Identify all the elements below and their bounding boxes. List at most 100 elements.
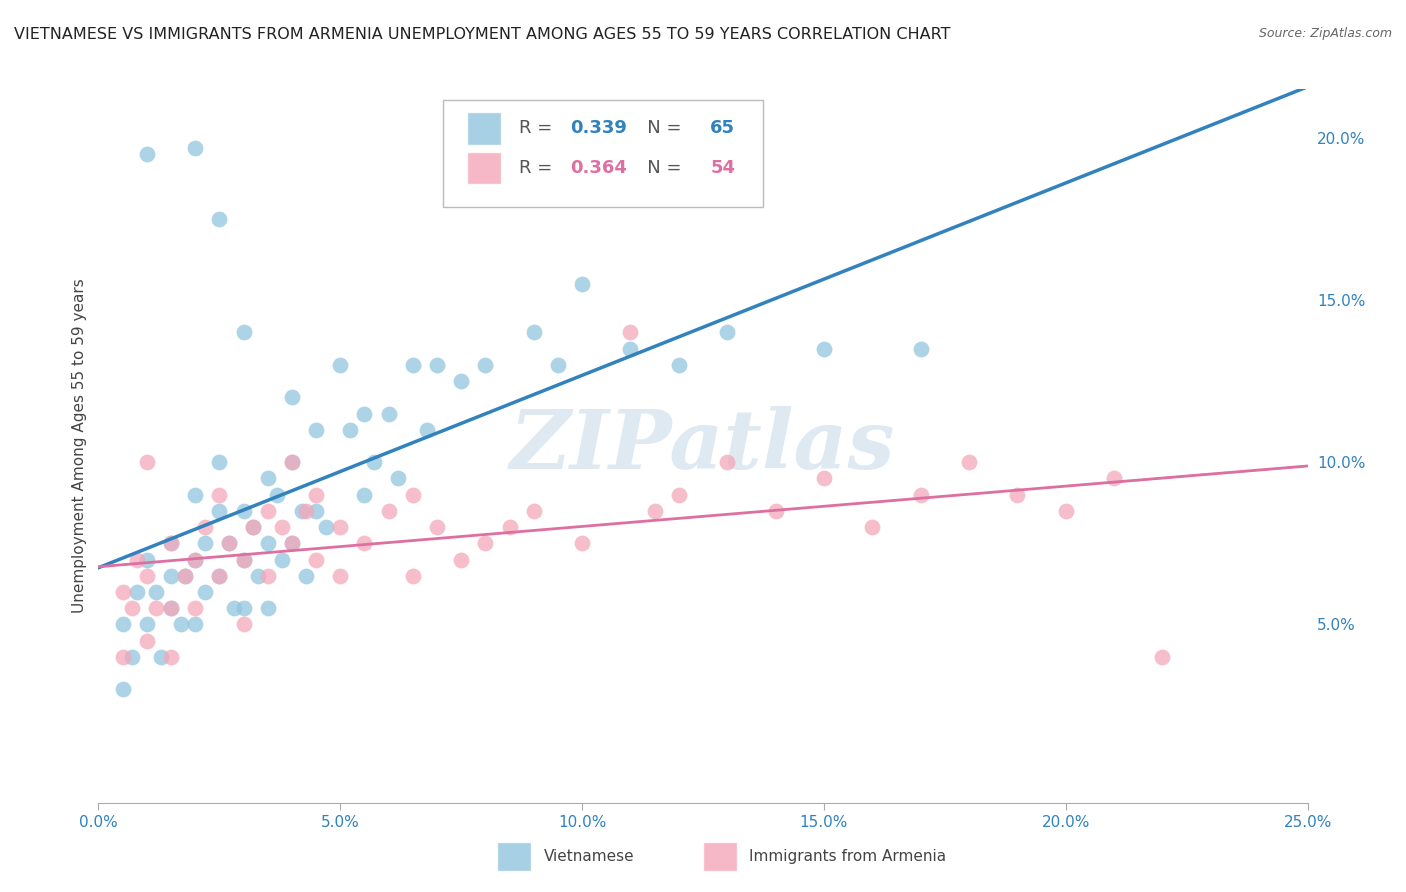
Point (208, 504, 231, 518)
Point (281, 455, 304, 469)
Point (232, 617, 254, 632)
Point (174, 568, 197, 582)
Point (169, 617, 191, 632)
Point (910, 342, 932, 356)
Point (619, 326, 641, 340)
Point (218, 536, 240, 550)
Point (150, 649, 173, 664)
Point (135, 617, 157, 632)
Bar (467, 152, 501, 184)
Text: 54: 54 (710, 159, 735, 177)
Point (127, 552, 149, 566)
Point (305, 504, 328, 518)
Point (281, 536, 304, 550)
Point (377, 407, 399, 421)
Point (290, 504, 312, 518)
Point (256, 601, 278, 615)
Point (402, 358, 425, 372)
Point (523, 326, 546, 340)
Point (329, 358, 352, 372)
Point (194, 536, 217, 550)
Point (498, 520, 520, 534)
Point (387, 471, 409, 485)
Point (474, 358, 496, 372)
Point (111, 649, 134, 664)
Point (256, 504, 278, 518)
Point (208, 455, 231, 469)
Point (450, 374, 472, 388)
Point (910, 488, 932, 502)
Point (160, 601, 183, 615)
Point (668, 488, 690, 502)
Point (242, 520, 264, 534)
Bar (498, 842, 531, 871)
Point (160, 536, 183, 550)
Point (281, 455, 304, 469)
Point (474, 536, 496, 550)
Text: N =: N = (630, 159, 688, 177)
Point (184, 140, 207, 154)
Point (271, 552, 294, 566)
Point (295, 568, 318, 582)
Text: 0.364: 0.364 (569, 159, 627, 177)
Point (184, 601, 207, 615)
Point (523, 504, 546, 518)
Point (208, 568, 231, 582)
Point (281, 536, 304, 550)
Point (232, 326, 254, 340)
Point (208, 488, 231, 502)
Point (813, 471, 835, 485)
Point (247, 568, 270, 582)
Point (353, 407, 375, 421)
Point (266, 488, 288, 502)
Bar (703, 842, 737, 871)
Point (1054, 504, 1077, 518)
Point (547, 358, 569, 372)
Point (121, 601, 143, 615)
Point (716, 455, 738, 469)
Point (232, 504, 254, 518)
Point (315, 520, 337, 534)
Point (668, 358, 690, 372)
Point (184, 617, 207, 632)
Point (135, 455, 157, 469)
Point (256, 536, 278, 550)
Point (208, 211, 231, 226)
Text: R =: R = (519, 159, 558, 177)
Text: Immigrants from Armenia: Immigrants from Armenia (749, 849, 946, 863)
Text: VIETNAMESE VS IMMIGRANTS FROM ARMENIA UNEMPLOYMENT AMONG AGES 55 TO 59 YEARS COR: VIETNAMESE VS IMMIGRANTS FROM ARMENIA UN… (14, 27, 950, 42)
Point (377, 504, 399, 518)
Point (218, 536, 240, 550)
Point (416, 423, 439, 437)
Y-axis label: Unemployment Among Ages 55 to 59 years: Unemployment Among Ages 55 to 59 years (72, 278, 87, 614)
Point (256, 568, 278, 582)
Text: Source: ZipAtlas.com: Source: ZipAtlas.com (1258, 27, 1392, 40)
Point (295, 504, 318, 518)
Point (208, 568, 231, 582)
Point (1102, 471, 1125, 485)
Point (1152, 649, 1174, 664)
Point (353, 488, 375, 502)
Point (957, 455, 980, 469)
Point (135, 552, 157, 566)
Point (135, 633, 157, 648)
Point (765, 504, 787, 518)
Point (242, 520, 264, 534)
Point (184, 552, 207, 566)
Point (329, 568, 352, 582)
Point (160, 601, 183, 615)
Point (127, 585, 149, 599)
Point (305, 423, 328, 437)
Text: ZIPatlas: ZIPatlas (510, 406, 896, 486)
Point (145, 585, 167, 599)
Point (160, 568, 183, 582)
Point (339, 423, 361, 437)
Text: R =: R = (519, 120, 558, 137)
Point (135, 147, 157, 161)
Point (305, 552, 328, 566)
Point (135, 568, 157, 582)
Point (174, 568, 197, 582)
Text: Vietnamese: Vietnamese (543, 849, 634, 863)
Point (256, 471, 278, 485)
Point (184, 552, 207, 566)
